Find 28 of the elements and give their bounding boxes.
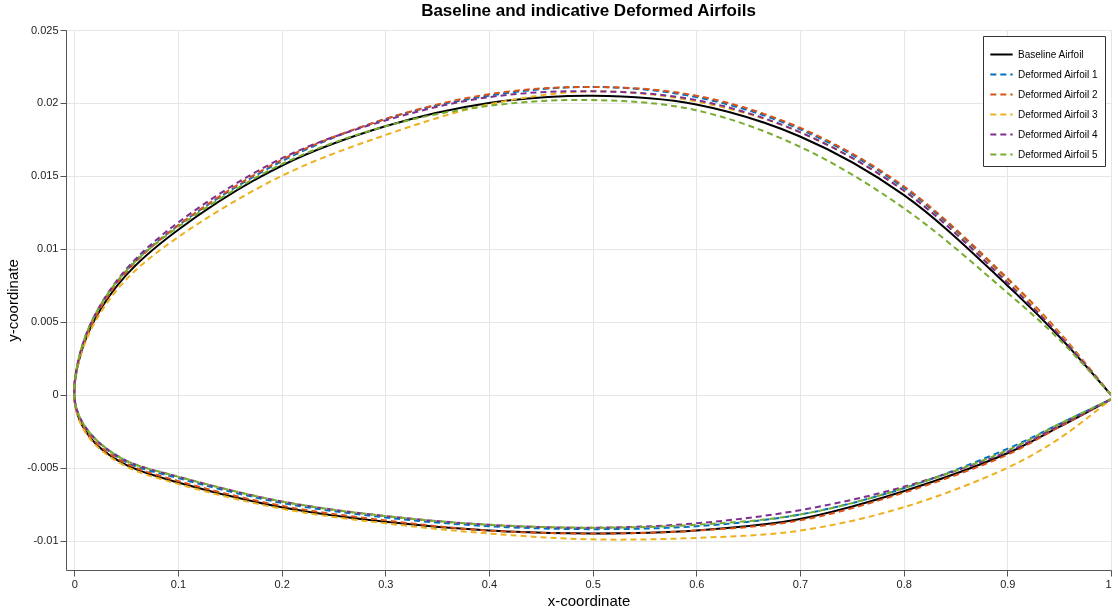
legend-label: Deformed Airfoil 5 (1018, 148, 1098, 160)
y-tick-label: -0.01 (33, 534, 59, 547)
legend-label: Deformed Airfoil 2 (1018, 88, 1098, 100)
y-tick-label: -0.005 (27, 461, 59, 474)
x-tick-label: 0.1 (170, 577, 187, 590)
x-tick-label: 0.2 (274, 577, 290, 590)
x-tick-label: 0.8 (896, 577, 912, 590)
x-tick-label: 0.5 (585, 577, 601, 590)
y-tick-label: 0.005 (30, 315, 59, 328)
x-tick-label: 0.6 (689, 577, 705, 590)
legend-label: Deformed Airfoil 3 (1018, 108, 1098, 120)
legend-label: Deformed Airfoil 1 (1018, 68, 1098, 80)
x-tick-label: 0.9 (1000, 577, 1016, 590)
x-tick-label: 0.7 (792, 577, 809, 590)
x-tick-label: 0.4 (481, 577, 498, 590)
y-tick-label: 0.025 (30, 23, 59, 36)
y-tick-label: 0.01 (37, 242, 59, 255)
legend-label: Baseline Airfoil (1018, 48, 1084, 60)
y-tick-label: 0 (52, 388, 59, 401)
x-tick-label: 1 (1105, 577, 1112, 590)
x-axis-title: x-coordinate (547, 591, 631, 608)
chart-title: Baseline and indicative Deformed Airfoils (421, 1, 756, 20)
x-tick-label: 0.3 (378, 577, 394, 590)
y-tick-label: 0.015 (30, 169, 59, 182)
y-axis-title: y-coordinate (4, 259, 22, 342)
legend-label: Deformed Airfoil 4 (1018, 128, 1098, 140)
y-tick-label: 0.02 (37, 96, 59, 109)
x-tick-label: 0 (71, 577, 78, 590)
